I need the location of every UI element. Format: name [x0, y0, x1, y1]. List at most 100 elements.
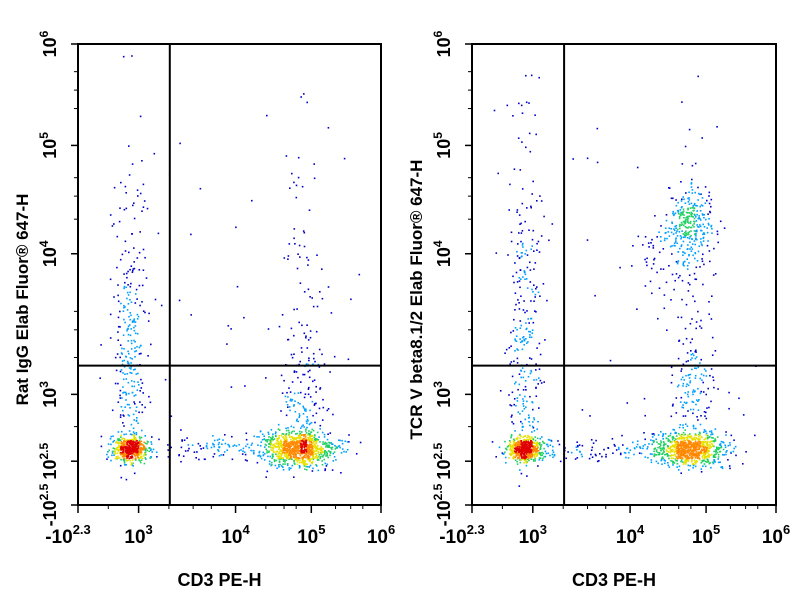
event-dot — [302, 373, 304, 376]
event-dot — [300, 381, 302, 383]
x-tick-label: 103 — [519, 522, 547, 548]
event-dot — [678, 426, 681, 429]
event-dot — [686, 236, 689, 239]
event-dot — [322, 406, 325, 409]
event-dot — [295, 459, 298, 462]
event-dot — [213, 445, 216, 448]
event-dot — [133, 472, 136, 475]
x-axis-label: CD3 PE-H — [572, 570, 656, 590]
event-dot — [275, 435, 277, 438]
event-dot — [123, 433, 125, 436]
event-dot — [665, 231, 667, 234]
event-dot — [536, 450, 538, 453]
event-dot — [135, 420, 138, 422]
event-dot — [707, 453, 710, 455]
event-dot — [268, 446, 270, 448]
event-dot — [693, 438, 695, 440]
event-dot — [135, 373, 138, 375]
event-dot — [688, 469, 690, 471]
event-dot — [140, 453, 142, 456]
event-dot — [119, 258, 122, 261]
event-dot — [685, 217, 687, 219]
event-dot — [127, 459, 129, 462]
y-tick-base: 10 — [434, 139, 454, 159]
event-dot — [301, 425, 303, 428]
event-dot — [138, 450, 141, 453]
event-dot — [514, 430, 516, 432]
event-dot — [124, 444, 126, 447]
y-tick-exponent: 2.5 — [37, 443, 51, 460]
event-dot — [271, 440, 273, 442]
event-dot — [299, 434, 301, 436]
event-dot — [311, 461, 314, 463]
event-dot — [676, 466, 678, 468]
event-dot — [694, 455, 696, 457]
event-dot — [316, 459, 319, 461]
event-dot — [125, 454, 128, 456]
event-dot — [682, 385, 684, 387]
event-dot — [669, 432, 672, 435]
event-dot — [510, 436, 512, 439]
event-dot — [540, 445, 542, 447]
event-dot — [327, 408, 330, 410]
event-dot — [680, 453, 683, 455]
event-dot — [130, 443, 132, 446]
event-dot — [519, 455, 522, 457]
event-dot — [528, 457, 530, 460]
event-dot — [702, 465, 704, 467]
event-dot — [339, 446, 341, 449]
event-dot — [230, 328, 232, 330]
event-dot — [519, 223, 521, 225]
event-dot — [123, 446, 125, 448]
event-dot — [687, 384, 690, 387]
event-dot — [675, 239, 677, 241]
event-dot — [535, 363, 537, 365]
event-dot — [265, 439, 267, 442]
event-dot — [266, 451, 268, 454]
event-dot — [540, 444, 543, 446]
event-dot — [687, 222, 690, 224]
event-dot — [647, 446, 649, 448]
event-dot — [277, 444, 280, 447]
event-dot — [523, 452, 526, 455]
event-dot — [218, 446, 221, 449]
event-dot — [704, 202, 707, 204]
event-dot — [236, 285, 239, 288]
event-dot — [199, 187, 202, 190]
event-dot — [520, 457, 523, 459]
event-dot — [643, 397, 646, 400]
event-dot — [700, 243, 703, 245]
event-dot — [522, 452, 525, 455]
event-dot — [506, 446, 509, 448]
event-dot — [283, 379, 285, 382]
event-dot — [534, 436, 536, 438]
event-dot — [522, 336, 524, 339]
event-dot — [520, 240, 522, 243]
event-dot — [691, 400, 694, 403]
event-dot — [716, 126, 718, 128]
event-dot — [117, 382, 119, 385]
event-dot — [130, 439, 133, 441]
event-dot — [530, 300, 532, 302]
event-dot — [649, 453, 652, 455]
event-dot — [692, 391, 694, 393]
event-dot — [301, 185, 304, 188]
event-dot — [232, 445, 234, 447]
event-dot — [596, 127, 599, 130]
event-dot — [655, 460, 658, 463]
event-dot — [522, 246, 524, 248]
event-dot — [121, 363, 124, 366]
event-dot — [148, 447, 150, 449]
event-dot — [677, 201, 679, 204]
event-dot — [119, 446, 121, 448]
event-dot — [523, 441, 526, 444]
event-dot — [688, 453, 691, 455]
event-dot — [288, 467, 290, 469]
event-dot — [120, 453, 122, 456]
event-dot — [701, 205, 704, 207]
event-dot — [682, 431, 685, 434]
event-dot — [705, 437, 707, 439]
event-dot — [692, 463, 695, 465]
event-dot — [518, 434, 521, 437]
event-dot — [130, 328, 132, 330]
